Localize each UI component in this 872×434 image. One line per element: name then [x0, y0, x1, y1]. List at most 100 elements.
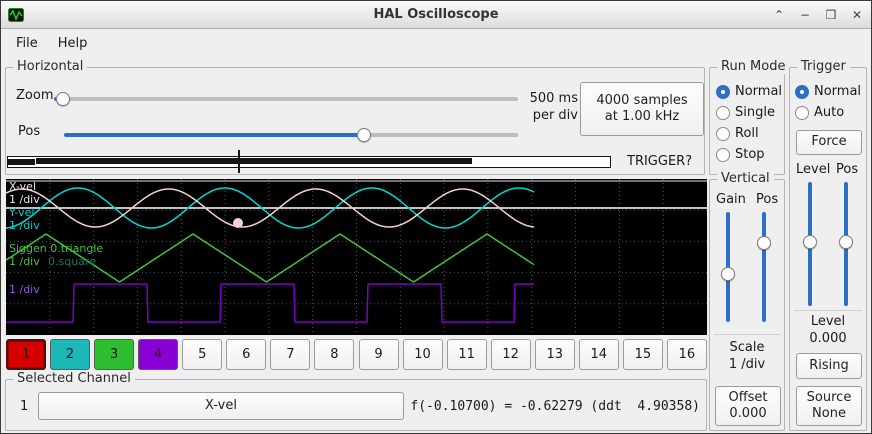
channel-button-2[interactable]: 2: [50, 339, 91, 370]
channel-button-15[interactable]: 15: [622, 339, 663, 370]
radio-button-icon: [795, 105, 809, 120]
scope-waveforms: [6, 179, 707, 335]
record-timeline[interactable]: TRIGGER?: [7, 150, 705, 174]
maximize-icon[interactable]: ❒: [825, 8, 837, 22]
radio-normal[interactable]: Normal: [795, 81, 861, 102]
app-icon: [8, 7, 24, 23]
radio-stop[interactable]: Stop: [716, 144, 782, 165]
trigger-group-title: Trigger: [797, 59, 850, 74]
channel-button-5[interactable]: 5: [182, 339, 223, 370]
channel-button-10[interactable]: 10: [402, 339, 443, 370]
radio-button-icon: [716, 126, 730, 141]
radio-normal[interactable]: Normal: [716, 81, 782, 102]
scope-display[interactable]: X-vel 1 /div Y-vel 1 /div Siggen 0.triangle 1…: [6, 179, 707, 335]
trigger-group: Trigger Normal Auto Force Level Pos Level…: [789, 59, 867, 431]
trigger-level-readout-label: Level: [810, 314, 846, 329]
radio-button-icon: [716, 105, 730, 120]
channel-button-12[interactable]: 12: [490, 339, 531, 370]
pos-slider-groove: [64, 133, 518, 137]
shade-icon[interactable]: ⌃: [773, 8, 785, 22]
pos-label: Pos: [18, 124, 41, 139]
window-controls: ⌃ − ❒ ✕: [771, 1, 865, 29]
zoom-slider-handle[interactable]: [56, 92, 71, 106]
trigger-level-slider[interactable]: [802, 182, 818, 306]
radio-label: Roll: [735, 126, 759, 141]
radio-label: Single: [735, 105, 775, 120]
channel-button-1[interactable]: 1: [6, 339, 46, 370]
trigger-position-tick[interactable]: [238, 150, 240, 173]
offset-button[interactable]: Offset 0.000: [715, 386, 781, 426]
zoom-slider-groove: [54, 97, 518, 101]
radio-label: Auto: [814, 105, 845, 120]
vertical-group: Vertical Gain Pos Scale 1 /div Offset 0.…: [709, 171, 785, 431]
pos-slider[interactable]: [64, 127, 518, 143]
pos-slider-handle[interactable]: [356, 128, 371, 142]
selected-channel-group: Selected Channel 1 X-vel f(-0.10700) = -…: [5, 371, 707, 431]
radio-auto[interactable]: Auto: [795, 102, 861, 123]
vertical-divider: [714, 334, 780, 335]
run-mode-group-title: Run Mode: [717, 59, 790, 74]
trigger-question-label: TRIGGER?: [627, 154, 693, 169]
menubar: File Help: [1, 30, 871, 57]
samples-button[interactable]: 4000 samples at 1.00 kHz: [580, 82, 704, 136]
channel-button-13[interactable]: 13: [534, 339, 575, 370]
trigger-pos-slider-label: Pos: [836, 162, 859, 177]
scale-label: Scale: [729, 340, 765, 355]
vertical-pos-handle[interactable]: [757, 235, 771, 250]
horizontal-group: Horizontal Zoom 500 ms per div 4000 samp…: [5, 59, 705, 175]
trigger-source-button[interactable]: Source None: [796, 386, 862, 426]
trigger-divider: [794, 310, 862, 311]
channel-button-4[interactable]: 4: [138, 339, 179, 370]
per-div-text: 500 ms per div: [529, 91, 578, 123]
trigger-level-handle[interactable]: [803, 234, 817, 249]
zoom-slider[interactable]: [54, 91, 518, 107]
channel-button-7[interactable]: 7: [270, 339, 311, 370]
vertical-pos-groove: [762, 212, 766, 322]
trigger-edge-button[interactable]: Rising: [796, 353, 862, 379]
channel-button-3[interactable]: 3: [94, 339, 135, 370]
channel-button-11[interactable]: 11: [446, 339, 487, 370]
gain-slider-handle[interactable]: [721, 266, 735, 281]
channel-button-14[interactable]: 14: [578, 339, 619, 370]
channel-name-button[interactable]: X-vel: [38, 392, 404, 420]
radio-button-icon: [716, 84, 730, 99]
trigger-level-readout-value: 0.000: [809, 331, 847, 346]
selected-channel-group-title: Selected Channel: [13, 371, 135, 386]
timeline-filled-bar: [36, 158, 472, 164]
trigger-level-slider-label: Level: [796, 162, 831, 177]
titlebar[interactable]: HAL Oscilloscope ⌃ − ❒ ✕: [1, 1, 871, 29]
radio-roll[interactable]: Roll: [716, 123, 782, 144]
menu-file[interactable]: File: [16, 36, 38, 51]
menu-help[interactable]: Help: [57, 36, 88, 51]
horizontal-group-title: Horizontal: [13, 59, 88, 74]
channel-button-16[interactable]: 16: [666, 339, 707, 370]
scale-value: 1 /div: [728, 357, 766, 372]
radio-button-icon: [716, 147, 730, 162]
gain-slider[interactable]: [720, 212, 736, 322]
timeline-left-chunk: [8, 159, 35, 165]
radio-single[interactable]: Single: [716, 102, 782, 123]
window-title: HAL Oscilloscope: [373, 7, 499, 22]
radio-label: Normal: [735, 84, 783, 99]
gain-label: Gain: [716, 192, 746, 207]
radio-button-icon: [795, 84, 809, 99]
channel-button-9[interactable]: 9: [358, 339, 399, 370]
vertical-group-title: Vertical: [717, 171, 774, 186]
channel-button-row: 1 2 3 4 5 6 7 8 9 10 11 12 13 14 15 16: [6, 339, 707, 371]
channel-button-8[interactable]: 8: [314, 339, 355, 370]
radio-label: Stop: [735, 147, 765, 162]
vertical-pos-label: Pos: [756, 192, 779, 207]
selected-channel-number: 1: [20, 399, 29, 414]
channel-button-6[interactable]: 6: [226, 339, 267, 370]
channel-readout: f(-0.10700) = -0.62279 (ddt 4.90358): [410, 399, 700, 414]
radio-label: Normal: [814, 84, 862, 99]
run-mode-group: Run Mode Normal Single Roll Stop: [709, 59, 790, 175]
zoom-label: Zoom: [16, 88, 54, 103]
trigger-pos-handle[interactable]: [839, 234, 853, 249]
force-button[interactable]: Force: [796, 130, 862, 155]
vertical-pos-slider[interactable]: [756, 212, 772, 322]
close-icon[interactable]: ✕: [851, 8, 863, 22]
trigger-pos-slider[interactable]: [838, 182, 854, 306]
minimize-icon[interactable]: −: [799, 8, 811, 22]
